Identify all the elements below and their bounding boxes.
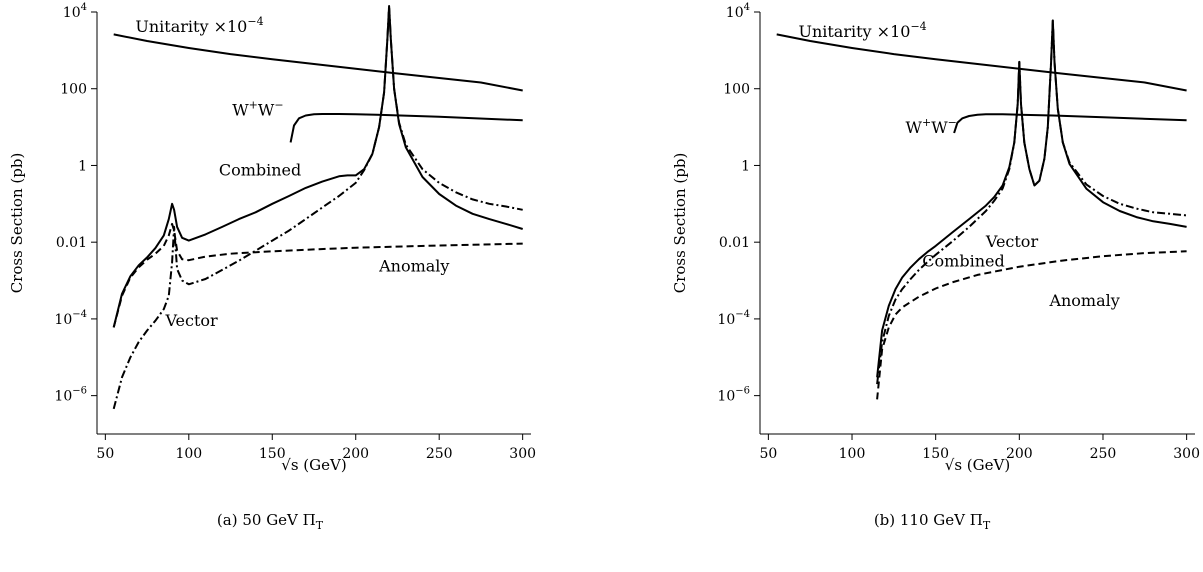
x-tick-label: 200 xyxy=(342,446,369,462)
y-tick-label: 10−6 xyxy=(717,386,750,405)
y-axis-title: Cross Section (pb) xyxy=(8,153,26,294)
annotation-label: Unitarity ×10−4 xyxy=(135,15,263,36)
annotation-label: Anomaly xyxy=(1048,291,1119,310)
y-tick-label: 10−6 xyxy=(54,386,87,405)
y-axis-title: Cross Section (pb) xyxy=(671,153,689,294)
annotation-label: Unitarity ×10−4 xyxy=(798,20,926,41)
x-tick-label: 300 xyxy=(1173,446,1200,462)
series-line-vector xyxy=(112,5,523,410)
series-line-unitarity xyxy=(776,33,1187,92)
y-tick-label: 100 xyxy=(723,82,750,98)
annotation-label: Vector xyxy=(985,232,1039,251)
x-tick-label: 50 xyxy=(96,446,114,462)
y-tick-label: 104 xyxy=(726,2,750,21)
series-line-combined xyxy=(112,5,523,328)
annotation-label: W+W− xyxy=(232,99,283,120)
annotation-label: W+W− xyxy=(906,116,957,137)
x-tick-label: 100 xyxy=(175,446,202,462)
y-tick-label: 1 xyxy=(741,158,750,174)
series-line-combined xyxy=(876,19,1187,378)
y-tick-label: 100 xyxy=(60,82,87,98)
series-line-unitarity xyxy=(113,33,523,92)
x-tick-label: 50 xyxy=(759,446,777,462)
x-tick-label: 250 xyxy=(1090,446,1117,462)
x-tick-label: 300 xyxy=(509,446,536,462)
series-line-anomaly xyxy=(112,222,523,328)
annotation-label: Combined xyxy=(219,160,301,179)
x-tick-label: 150 xyxy=(259,446,286,462)
series-line-anomaly xyxy=(876,250,1187,400)
chart-panel-a: 50 100 150 200 250 300 104 100 1 0.01 10−4 10−6 √s (… xyxy=(8,2,536,532)
series-line-w-w xyxy=(289,113,523,143)
figure-caption: (b) 110 GeV ΠT xyxy=(874,511,991,532)
chart-panel-b: 50 100 150 200 250 300 104 100 1 0.01 10−4 10−6 √s (… xyxy=(671,2,1200,532)
x-axis-title: √s (GeV) xyxy=(281,456,346,474)
annotation-label: Vector xyxy=(164,311,218,330)
annotation-label: Combined xyxy=(922,252,1004,271)
y-tick-label: 104 xyxy=(63,2,87,21)
y-tick-label: 0.01 xyxy=(56,235,87,251)
x-axis-title: √s (GeV) xyxy=(945,456,1010,474)
annotation-label: Anomaly xyxy=(378,257,449,276)
series-line-w-w xyxy=(953,113,1187,134)
x-tick-label: 150 xyxy=(922,446,949,462)
series-line-vector xyxy=(876,19,1187,385)
y-tick-label: 10−4 xyxy=(54,309,87,328)
x-tick-label: 100 xyxy=(839,446,866,462)
figure-caption: (a) 50 GeV ΠT xyxy=(217,511,324,532)
y-tick-label: 10−4 xyxy=(717,309,750,328)
y-tick-label: 1 xyxy=(78,158,87,174)
y-tick-label: 0.01 xyxy=(719,235,750,251)
x-tick-label: 200 xyxy=(1006,446,1033,462)
x-tick-label: 250 xyxy=(426,446,453,462)
